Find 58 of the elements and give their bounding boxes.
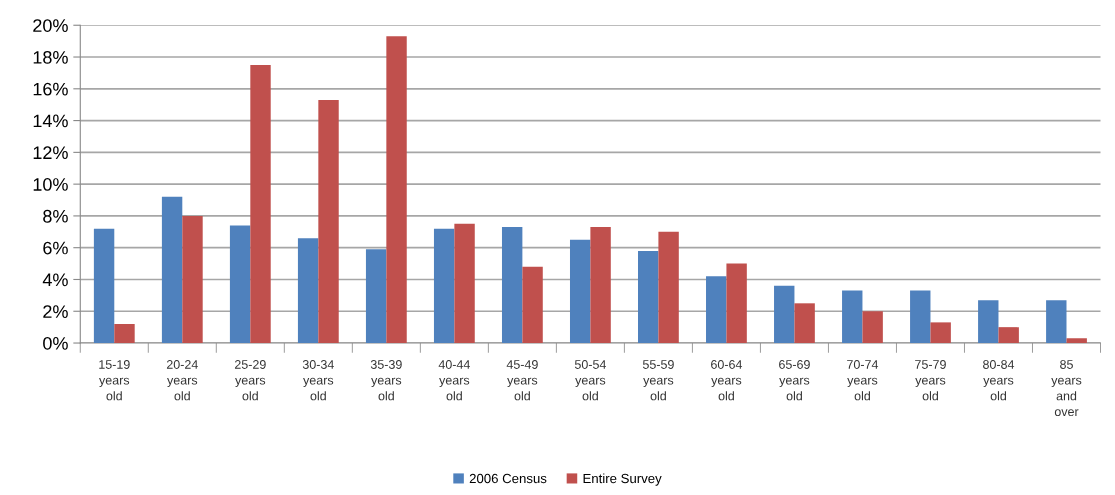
- bar: [114, 323, 135, 344]
- y-tick-label: 4%: [42, 273, 68, 287]
- bar: [638, 250, 659, 344]
- y-tick-label: 16%: [33, 82, 68, 96]
- x-tick-label: 25-29 years old: [234, 360, 266, 401]
- x-tick-label: 65-69 years old: [779, 360, 810, 401]
- bar: [998, 327, 1019, 344]
- bar: [365, 249, 387, 344]
- y-tick-label: 12%: [33, 146, 68, 160]
- bar: [229, 225, 251, 344]
- x-tick-label: 75-79 years old: [915, 360, 946, 401]
- x-tick-label: 80-84 years old: [983, 360, 1015, 401]
- x-tick-label: 35-39 years old: [370, 360, 402, 401]
- bar: [522, 266, 543, 344]
- bar: [501, 227, 523, 344]
- y-tick-label: 0%: [43, 336, 68, 350]
- x-tick-label: 55-59 years old: [642, 360, 674, 401]
- bar: [250, 64, 271, 344]
- bar: [590, 227, 611, 344]
- y-tick-label: 6%: [43, 241, 68, 255]
- bar: [726, 263, 747, 344]
- y-tick-label: 18%: [33, 50, 68, 64]
- x-tick-label: 15-19 years old: [99, 360, 130, 401]
- legend-label: Entire Survey: [583, 473, 662, 486]
- x-tick-label: 70-74 years old: [847, 360, 879, 401]
- bar: [706, 276, 727, 344]
- bar: [161, 196, 183, 344]
- bar: [569, 239, 591, 344]
- bar: [842, 290, 863, 344]
- y-tick-label: 10%: [33, 178, 68, 191]
- legend-label: 2006 Census: [469, 473, 547, 484]
- bar: [910, 290, 931, 344]
- bar: [978, 300, 999, 344]
- bar: [182, 215, 203, 344]
- bar: [318, 99, 339, 344]
- x-tick-label: 20-24 years old: [166, 360, 198, 401]
- bar: [297, 238, 319, 344]
- x-tick-label: 45-49 years old: [506, 360, 538, 401]
- bar: [774, 285, 795, 344]
- bar: [1046, 300, 1067, 344]
- x-tick-label: 60-64 years old: [711, 360, 743, 401]
- x-tick-label: 85 years and over: [1051, 360, 1082, 417]
- bar: [862, 311, 883, 344]
- bar: [386, 36, 407, 344]
- x-tick-label: 30-34 years old: [302, 360, 334, 401]
- bar: [454, 223, 475, 344]
- y-tick-label: 14%: [33, 114, 68, 128]
- bar: [794, 303, 815, 344]
- bar: [93, 228, 115, 344]
- y-tick-label: 20%: [33, 19, 68, 32]
- y-tick-label: 8%: [43, 209, 68, 223]
- x-tick-label: 50-54 years old: [574, 360, 607, 401]
- x-tick-label: 40-44 years old: [438, 360, 470, 401]
- bar: [433, 228, 455, 344]
- bar: [930, 322, 951, 344]
- bar: [658, 231, 679, 344]
- bar: [1066, 338, 1087, 344]
- y-tick-label: 2%: [43, 305, 68, 318]
